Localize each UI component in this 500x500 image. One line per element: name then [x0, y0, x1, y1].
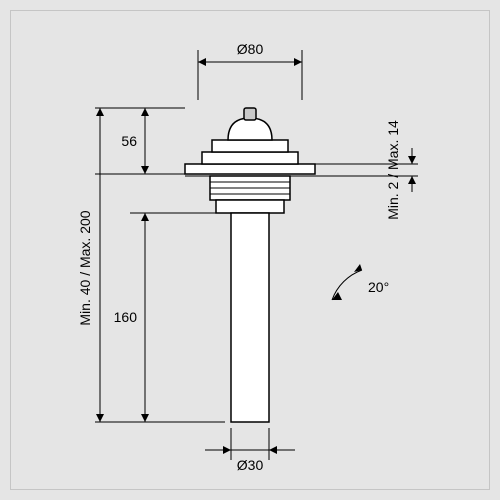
dim-head-height-label: 56 — [121, 133, 137, 149]
dim-bottom-width-label: Ø30 — [237, 457, 264, 473]
dim-tube-height: 160 — [114, 213, 149, 422]
tube — [231, 213, 269, 422]
dim-top-width: Ø80 — [198, 41, 302, 100]
collar — [210, 176, 290, 200]
dim-ceiling-thickness-label: Min. 2 / Max. 14 — [385, 120, 401, 220]
head-dome — [228, 118, 272, 140]
dim-tube-height-label: 160 — [114, 309, 138, 325]
collar-step — [216, 200, 284, 213]
head-cap — [244, 108, 256, 120]
dim-top-width-label: Ø80 — [237, 41, 264, 57]
dim-ceiling-thickness: Min. 2 / Max. 14 — [315, 120, 418, 220]
flange-plate — [185, 164, 315, 174]
dim-head-height: 56 — [121, 108, 149, 174]
dim-bottom-width: Ø30 — [205, 428, 295, 473]
dimension-drawing: Ø80 56 160 Min. 40 / Max. 200 Min. 2 / M… — [0, 0, 500, 500]
head-step1 — [202, 152, 298, 164]
dim-swivel-angle: 20° — [332, 264, 389, 300]
head-step2 — [212, 140, 288, 152]
dim-swivel-angle-label: 20° — [368, 279, 389, 295]
dim-total-height: Min. 40 / Max. 200 — [77, 108, 104, 422]
dim-total-height-label: Min. 40 / Max. 200 — [77, 210, 93, 325]
